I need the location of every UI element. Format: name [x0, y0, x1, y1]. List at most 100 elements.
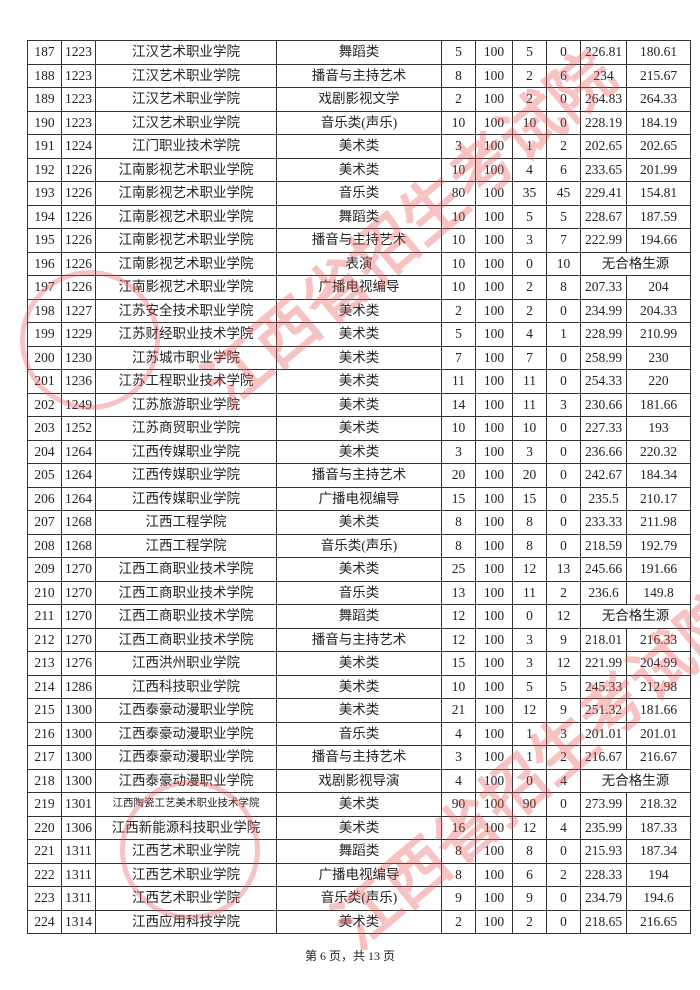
school-code: 1300 — [61, 745, 96, 770]
school-name: 江西应用科技学院 — [95, 909, 277, 934]
table-row: 202 1249 江苏旅游职业学院 美术类 14 100 11 3 230.66 181.66 — [27, 392, 691, 417]
min-score: 181.66 — [626, 698, 691, 723]
plan-count: 12 — [441, 604, 476, 629]
remaining-count: 0 — [546, 110, 581, 135]
row-number: 202 — [27, 392, 62, 417]
row-number: 188 — [27, 63, 62, 88]
school-code: 1306 — [61, 815, 96, 840]
school-code: 1300 — [61, 698, 96, 723]
school-code: 1223 — [61, 40, 96, 65]
admitted-count: 5 — [512, 40, 547, 65]
table-row: 193 1226 江南影视艺术职业学院 音乐类 80 100 35 45 229.41 154.8… — [27, 181, 691, 206]
min-score: 210.99 — [626, 322, 691, 347]
major: 戏剧影视导演 — [276, 768, 442, 793]
table-row: 197 1226 江南影视艺术职业学院 广播电视编导 10 100 2 8 207.33 204 — [27, 275, 691, 300]
major: 播音与主持艺术 — [276, 627, 442, 652]
remaining-count: 0 — [546, 886, 581, 911]
school-name: 江西泰豪动漫职业学院 — [95, 698, 277, 723]
max-score: 218.59 — [580, 533, 627, 558]
school-code: 1311 — [61, 862, 96, 887]
table-row: 205 1264 江西传媒职业学院 播音与主持艺术 20 100 20 0 242.67 184.… — [27, 463, 691, 488]
row-number: 210 — [27, 580, 62, 605]
row-number: 222 — [27, 862, 62, 887]
score-ratio: 100 — [475, 792, 513, 817]
major: 美术类 — [276, 322, 442, 347]
max-score: 236.6 — [580, 580, 627, 605]
admitted-count: 1 — [512, 721, 547, 746]
score-ratio: 100 — [475, 228, 513, 253]
plan-count: 3 — [441, 745, 476, 770]
school-name: 江西泰豪动漫职业学院 — [95, 721, 277, 746]
remaining-count: 6 — [546, 157, 581, 182]
max-score: 234 — [580, 63, 627, 88]
table-row: 223 1311 江西艺术职业学院 音乐类(声乐) 9 100 9 0 234.79 194.6 — [27, 886, 691, 911]
school-name: 江南影视艺术职业学院 — [95, 251, 277, 276]
school-code: 1236 — [61, 369, 96, 394]
school-code: 1270 — [61, 627, 96, 652]
admitted-count: 5 — [512, 204, 547, 229]
school-name: 江苏工程职业技术学院 — [95, 369, 277, 394]
score-ratio: 100 — [475, 580, 513, 605]
min-score: 204.99 — [626, 651, 691, 676]
table-row: 200 1230 江苏城市职业学院 美术类 7 100 7 0 258.99 230 — [27, 345, 691, 370]
max-score: 226.81 — [580, 40, 627, 65]
school-name: 江西传媒职业学院 — [95, 439, 277, 464]
score-ratio: 100 — [475, 251, 513, 276]
row-number: 219 — [27, 792, 62, 817]
school-code: 1314 — [61, 909, 96, 934]
remaining-count: 0 — [546, 416, 581, 441]
row-number: 190 — [27, 110, 62, 135]
min-score: 218.32 — [626, 792, 691, 817]
min-score: 204 — [626, 275, 691, 300]
school-code: 1301 — [61, 792, 96, 817]
plan-count: 13 — [441, 580, 476, 605]
score-ratio: 100 — [475, 557, 513, 582]
score-ratio: 100 — [475, 369, 513, 394]
school-name: 江西传媒职业学院 — [95, 463, 277, 488]
remaining-count: 4 — [546, 768, 581, 793]
remaining-count: 2 — [546, 745, 581, 770]
school-name: 江南影视艺术职业学院 — [95, 181, 277, 206]
row-number: 206 — [27, 486, 62, 511]
row-number: 203 — [27, 416, 62, 441]
no-qualified-note: 无合格生源 — [580, 604, 691, 629]
table-row: 206 1264 江西传媒职业学院 广播电视编导 15 100 15 0 235.5 210.17 — [27, 486, 691, 511]
major: 音乐类(声乐) — [276, 886, 442, 911]
remaining-count: 0 — [546, 87, 581, 112]
max-score: 234.99 — [580, 298, 627, 323]
max-score: 221.99 — [580, 651, 627, 676]
table-row: 222 1311 江西艺术职业学院 广播电视编导 8 100 6 2 228.33 194 — [27, 862, 691, 887]
school-name: 江西科技职业学院 — [95, 674, 277, 699]
row-number: 209 — [27, 557, 62, 582]
max-score: 228.67 — [580, 204, 627, 229]
table-row: 224 1314 江西应用科技学院 美术类 2 100 2 0 218.65 216.65 — [27, 909, 691, 934]
plan-count: 10 — [441, 674, 476, 699]
row-number: 220 — [27, 815, 62, 840]
plan-count: 90 — [441, 792, 476, 817]
admitted-count: 1 — [512, 134, 547, 159]
plan-count: 8 — [441, 510, 476, 535]
score-ratio: 100 — [475, 322, 513, 347]
plan-count: 10 — [441, 157, 476, 182]
max-score: 228.99 — [580, 322, 627, 347]
major: 播音与主持艺术 — [276, 745, 442, 770]
table-row: 204 1264 江西传媒职业学院 美术类 3 100 3 0 236.66 220.32 — [27, 439, 691, 464]
school-code: 1300 — [61, 721, 96, 746]
major: 美术类 — [276, 345, 442, 370]
admitted-count: 11 — [512, 369, 547, 394]
school-name: 江南影视艺术职业学院 — [95, 228, 277, 253]
admitted-count: 3 — [512, 228, 547, 253]
score-ratio: 100 — [475, 463, 513, 488]
score-ratio: 100 — [475, 439, 513, 464]
score-ratio: 100 — [475, 721, 513, 746]
plan-count: 7 — [441, 345, 476, 370]
school-name: 江汉艺术职业学院 — [95, 87, 277, 112]
remaining-count: 0 — [546, 463, 581, 488]
major: 播音与主持艺术 — [276, 63, 442, 88]
school-name: 江南影视艺术职业学院 — [95, 204, 277, 229]
row-number: 195 — [27, 228, 62, 253]
plan-count: 16 — [441, 815, 476, 840]
school-code: 1229 — [61, 322, 96, 347]
table-row: 194 1226 江南影视艺术职业学院 舞蹈类 10 100 5 5 228.67 187.59 — [27, 204, 691, 229]
remaining-count: 10 — [546, 251, 581, 276]
